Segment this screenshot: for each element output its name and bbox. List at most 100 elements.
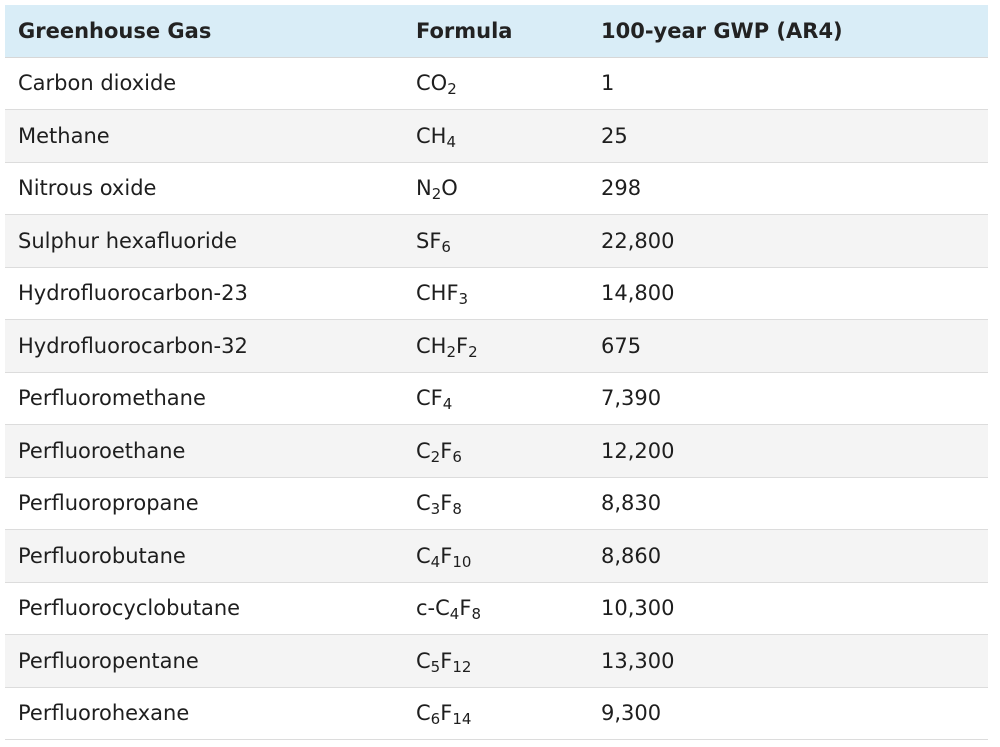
formula-cell: c-C4F8 bbox=[403, 582, 588, 635]
formula-text: c-C bbox=[416, 596, 450, 621]
formula-text: F bbox=[456, 333, 469, 358]
formula-subscript: 2 bbox=[431, 185, 442, 204]
gas-name-cell: Perfluorocyclobutane bbox=[5, 582, 403, 635]
formula-subscript: 2 bbox=[468, 342, 478, 361]
formula-subscript: 14 bbox=[452, 710, 472, 729]
formula-cell: C5F12 bbox=[403, 634, 588, 688]
formula-subscript: 4 bbox=[430, 552, 441, 571]
table-row: Hydrofluorocarbon-23 CHF3 14,800 bbox=[5, 267, 988, 320]
gas-name-cell: Hydrofluorocarbon-23 bbox=[5, 267, 403, 320]
table-header: Greenhouse Gas Formula 100-year GWP (AR4… bbox=[5, 5, 988, 58]
formula-cell: CH2F2 bbox=[403, 319, 588, 373]
table-row: Perfluoroethane C2F6 12,200 bbox=[5, 424, 988, 478]
formula-text: C bbox=[416, 701, 431, 726]
gwp-value-cell: 22,800 bbox=[588, 214, 988, 268]
formula-text: C bbox=[416, 438, 431, 463]
gwp-value-cell: 13,300 bbox=[588, 634, 988, 688]
formula-text: N bbox=[416, 176, 432, 201]
table-row: Perfluorocyclobutane c-C4F8 10,300 bbox=[5, 582, 988, 635]
gas-name-cell: Methane bbox=[5, 109, 403, 163]
formula-cell: C4F10 bbox=[403, 529, 588, 583]
formula-cell: N2O bbox=[403, 162, 588, 215]
gwp-value-cell: 1 bbox=[588, 57, 988, 110]
formula-subscript: 4 bbox=[446, 132, 457, 151]
formula-text: CH bbox=[416, 123, 447, 148]
formula-subscript: 8 bbox=[471, 605, 481, 624]
formula-cell: CH4 bbox=[403, 109, 588, 163]
gwp-value-cell: 675 bbox=[588, 319, 988, 373]
formula-cell: C3F8 bbox=[403, 477, 588, 530]
formula-subscript: 4 bbox=[449, 605, 460, 624]
formula-text: F bbox=[440, 701, 453, 726]
formula-subscript: 12 bbox=[452, 657, 472, 676]
formula-text: CH bbox=[416, 333, 447, 358]
formula-text: F bbox=[440, 648, 453, 673]
table-row: Hydrofluorocarbon-32 CH2F2 675 bbox=[5, 319, 988, 373]
gas-name-cell: Carbon dioxide bbox=[5, 57, 403, 110]
formula-subscript: 5 bbox=[430, 657, 441, 676]
table-body: Carbon dioxide CO2 1 Methane CH4 25 Nitrous ox… bbox=[5, 57, 988, 740]
formula-cell: C6F14 bbox=[403, 687, 588, 740]
formula-cell: CF4 bbox=[403, 372, 588, 425]
gwp-value-cell: 8,830 bbox=[588, 477, 988, 530]
gas-name-cell: Hydrofluorocarbon-32 bbox=[5, 319, 403, 373]
table-row: Methane CH4 25 bbox=[5, 109, 988, 163]
gwp-table: Greenhouse Gas Formula 100-year GWP (AR4… bbox=[5, 5, 988, 740]
gas-name-cell: Perfluoroethane bbox=[5, 424, 403, 478]
table-row: Perfluorobutane C4F10 8,860 bbox=[5, 529, 988, 583]
gas-name-cell: Sulphur hexafluoride bbox=[5, 214, 403, 268]
table-row: Nitrous oxide N2O 298 bbox=[5, 162, 988, 215]
formula-text: CF bbox=[416, 386, 443, 411]
formula-subscript: 6 bbox=[452, 447, 462, 466]
gas-name-cell: Perfluorobutane bbox=[5, 529, 403, 583]
gwp-value-cell: 14,800 bbox=[588, 267, 988, 320]
gas-name-cell: Perfluoropropane bbox=[5, 477, 403, 530]
formula-text: C bbox=[416, 491, 431, 516]
formula-text: SF bbox=[416, 228, 442, 253]
gas-name-cell: Perfluoromethane bbox=[5, 372, 403, 425]
gwp-value-cell: 8,860 bbox=[588, 529, 988, 583]
formula-subscript: 3 bbox=[430, 500, 441, 519]
column-header-gwp: 100-year GWP (AR4) bbox=[588, 5, 988, 58]
table-row: Perfluoromethane CF4 7,390 bbox=[5, 372, 988, 425]
formula-subscript: 6 bbox=[430, 710, 441, 729]
formula-text: CHF bbox=[416, 281, 459, 306]
gwp-value-cell: 12,200 bbox=[588, 424, 988, 478]
table-row: Perfluorohexane C6F14 9,300 bbox=[5, 687, 988, 740]
formula-cell: C2F6 bbox=[403, 424, 588, 478]
formula-text: C bbox=[416, 543, 431, 568]
formula-cell: CHF3 bbox=[403, 267, 588, 320]
header-row: Greenhouse Gas Formula 100-year GWP (AR4… bbox=[5, 5, 988, 58]
formula-text: C bbox=[416, 648, 431, 673]
table-row: Perfluoropropane C3F8 8,830 bbox=[5, 477, 988, 530]
formula-text: F bbox=[440, 543, 453, 568]
formula-subscript: 2 bbox=[430, 447, 441, 466]
formula-subscript: 3 bbox=[458, 290, 469, 309]
gwp-value-cell: 7,390 bbox=[588, 372, 988, 425]
formula-text: O bbox=[441, 176, 458, 201]
formula-text: F bbox=[440, 438, 453, 463]
formula-subscript: 2 bbox=[447, 80, 457, 99]
formula-cell: CO2 bbox=[403, 57, 588, 110]
gas-name-cell: Nitrous oxide bbox=[5, 162, 403, 215]
formula-text: CO bbox=[416, 71, 448, 96]
gwp-value-cell: 25 bbox=[588, 109, 988, 163]
formula-text: F bbox=[459, 596, 472, 621]
formula-subscript: 6 bbox=[441, 237, 451, 256]
formula-subscript: 8 bbox=[452, 500, 462, 519]
table-row: Carbon dioxide CO2 1 bbox=[5, 57, 988, 110]
gas-name-cell: Perfluorohexane bbox=[5, 687, 403, 740]
table-row: Perfluoropentane C5F12 13,300 bbox=[5, 634, 988, 688]
column-header-formula: Formula bbox=[403, 5, 588, 58]
gwp-value-cell: 298 bbox=[588, 162, 988, 215]
formula-subscript: 2 bbox=[446, 342, 457, 361]
gwp-value-cell: 9,300 bbox=[588, 687, 988, 740]
formula-subscript: 10 bbox=[452, 552, 472, 571]
formula-cell: SF6 bbox=[403, 214, 588, 268]
gwp-value-cell: 10,300 bbox=[588, 582, 988, 635]
table-row: Sulphur hexafluoride SF6 22,800 bbox=[5, 214, 988, 268]
column-header-gas: Greenhouse Gas bbox=[5, 5, 403, 58]
formula-text: F bbox=[440, 491, 453, 516]
gas-name-cell: Perfluoropentane bbox=[5, 634, 403, 688]
gwp-table-container: Greenhouse Gas Formula 100-year GWP (AR4… bbox=[5, 5, 988, 740]
